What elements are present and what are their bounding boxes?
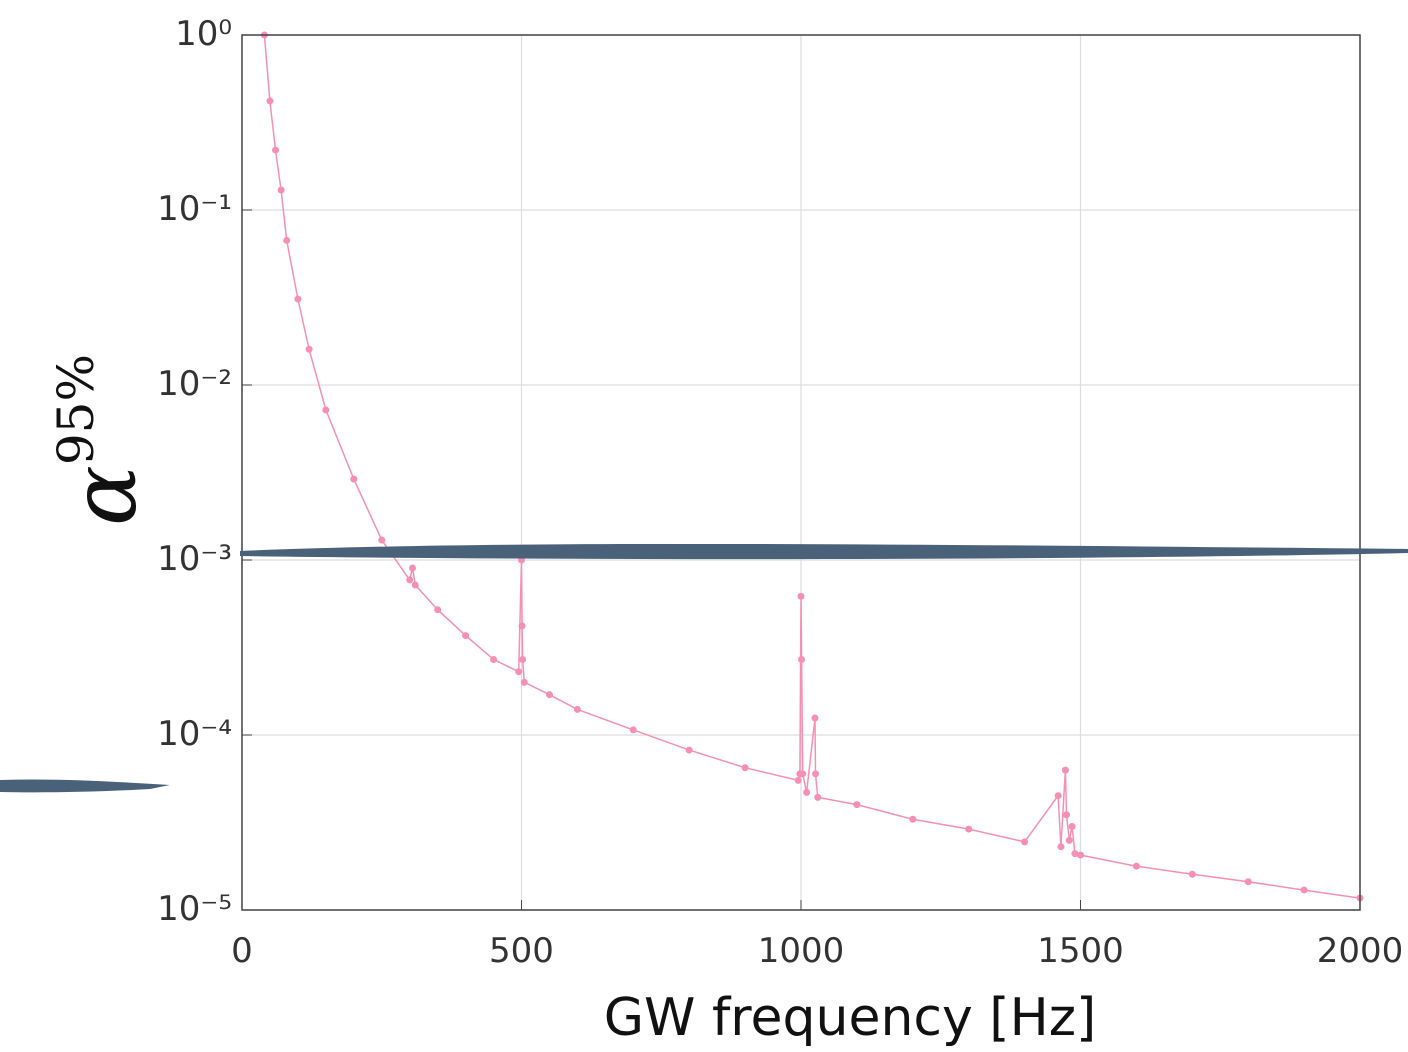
- brush-stroke: [240, 543, 1408, 560]
- data-point: [814, 793, 822, 801]
- data-point: [406, 576, 414, 584]
- y-axis-label: α95%: [47, 354, 157, 526]
- data-point: [266, 97, 274, 105]
- data-point: [322, 406, 330, 414]
- data-point: [812, 770, 820, 778]
- data-point: [797, 592, 805, 600]
- data-point: [685, 746, 693, 754]
- data-point: [519, 656, 527, 664]
- data-point: [1054, 792, 1062, 800]
- labels: 0 500 1000 1500 2000 10⁰ 10⁻¹ 10⁻² 10⁻³ 10⁻⁴ 10⁻⁵: [157, 14, 1403, 971]
- data-layer: [260, 31, 1364, 902]
- data-point: [408, 564, 416, 572]
- data-point: [305, 345, 313, 353]
- data-point: [1021, 838, 1029, 846]
- data-point: [272, 146, 280, 154]
- data-point: [378, 536, 386, 544]
- y-axis-label-sup: 95%: [47, 354, 105, 465]
- data-point: [909, 815, 917, 823]
- brush-stroke: [0, 779, 170, 793]
- x-axis-label: GW frequency [Hz]: [604, 988, 1097, 1048]
- data-point: [520, 678, 528, 686]
- data-point: [794, 776, 802, 784]
- data-point: [1063, 811, 1071, 819]
- data-point: [515, 668, 523, 676]
- x-tick-label: 0: [231, 931, 253, 971]
- data-point: [545, 691, 553, 699]
- y-tick-label: 10⁰: [175, 14, 232, 54]
- data-point: [462, 632, 470, 640]
- data-point: [434, 606, 442, 614]
- data-point: [1132, 862, 1140, 870]
- plot-frame: [241, 34, 1361, 911]
- x-tick-label: 1000: [758, 931, 845, 971]
- data-point: [1300, 886, 1308, 894]
- y-tick-label: 10⁻³: [157, 539, 232, 579]
- data-line: [263, 34, 1361, 899]
- data-point: [1057, 843, 1065, 851]
- data-point: [411, 581, 419, 589]
- y-axis-label-base: α: [52, 465, 157, 526]
- y-tick-label: 10⁻¹: [157, 189, 232, 229]
- data-point: [1068, 823, 1076, 831]
- data-point: [1188, 870, 1196, 878]
- data-point: [799, 770, 807, 778]
- data-point: [853, 801, 861, 809]
- data-point: [1244, 878, 1252, 886]
- data-point: [283, 236, 291, 244]
- data-point: [277, 186, 285, 194]
- data-point: [294, 295, 302, 303]
- data-point: [573, 705, 581, 713]
- data-point: [1065, 836, 1073, 844]
- data-point: [798, 656, 806, 664]
- y-tick-label: 10⁻⁴: [157, 714, 232, 754]
- data-point: [741, 764, 749, 772]
- data-point: [1077, 851, 1084, 859]
- x-tick-label: 500: [489, 931, 554, 971]
- x-tick-label: 2000: [1317, 931, 1404, 971]
- data-point: [965, 825, 973, 833]
- data-point: [803, 788, 811, 796]
- data-point: [350, 475, 358, 483]
- x-tick-label: 1500: [1037, 931, 1124, 971]
- data-point: [811, 714, 819, 722]
- data-point: [1061, 766, 1069, 774]
- data-point: [1071, 850, 1079, 858]
- data-point: [518, 622, 526, 630]
- y-tick-label: 10⁻²: [157, 364, 232, 404]
- data-point: [629, 726, 637, 734]
- y-tick-label: 10⁻⁵: [157, 889, 232, 929]
- data-point: [490, 656, 498, 664]
